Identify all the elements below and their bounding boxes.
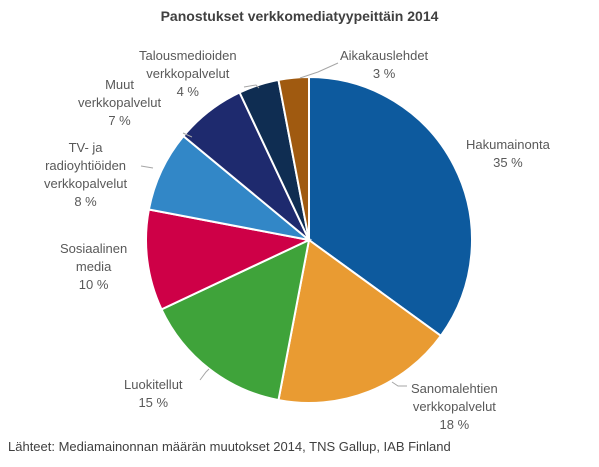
slice-label-hakumainonta: Hakumainonta 35 % bbox=[466, 136, 550, 172]
slice-label-line: Luokitellut bbox=[124, 377, 183, 392]
leader-line-3 bbox=[182, 132, 193, 138]
slice-value-label: 15 % bbox=[138, 395, 169, 410]
slice-label-line: Muut bbox=[105, 77, 134, 92]
pie-slice-7 bbox=[277, 75, 310, 241]
slice-value-label: 3 % bbox=[372, 66, 396, 81]
slice-label-line: radioyhtiöiden bbox=[45, 158, 127, 173]
leader-line-1 bbox=[391, 381, 407, 387]
slice-label-line: verkkopalvelut bbox=[146, 66, 230, 81]
slice-label-talousmedioiden: Talousmedioiden verkkopalvelut 4 % bbox=[139, 47, 237, 101]
slice-label-muut: Muut verkkopalvelut 7 % bbox=[78, 76, 161, 130]
slice-value-label: 4 % bbox=[176, 84, 199, 99]
pie-slice-1 bbox=[277, 238, 443, 404]
slice-label-line: Talousmedioiden bbox=[139, 48, 237, 63]
leader-line-2 bbox=[140, 165, 154, 169]
slice-value-label: 7 % bbox=[108, 113, 131, 128]
slice-value-label: 8 % bbox=[74, 194, 97, 209]
slice-label-tv-radio: TV- ja radioyhtiöiden verkkopalvelut 8 % bbox=[44, 139, 127, 211]
slice-value-label: 10 % bbox=[78, 277, 109, 292]
slice-label-line: TV- ja bbox=[68, 140, 103, 155]
slice-label-line: verkkopalvelut bbox=[78, 95, 162, 110]
slice-value-label: 35 % bbox=[493, 155, 523, 170]
slice-label-line: verkkopalvelut bbox=[412, 399, 496, 414]
leader-line-0 bbox=[199, 368, 210, 381]
slice-label-sanomalehtien: Sanomalehtien verkkopalvelut 18 % bbox=[411, 380, 498, 434]
pie-slice-0 bbox=[308, 75, 473, 338]
slice-label-line: Aikakauslehdet bbox=[340, 48, 429, 63]
leader-line-4 bbox=[243, 84, 260, 89]
slice-label-line: Sosiaalinen bbox=[60, 241, 128, 256]
source-note: Lähteet: Mediamainonnan määrän muutokset… bbox=[8, 439, 451, 454]
slice-label-line: media bbox=[75, 259, 112, 274]
slice-label-luokitellut: Luokitellut 15 % bbox=[124, 376, 183, 412]
slice-label-aikakauslehdet: Aikakauslehdet 3 % bbox=[340, 47, 428, 83]
slice-label-line: Hakumainonta bbox=[466, 137, 550, 152]
leader-line-5 bbox=[299, 62, 339, 79]
slice-label-line: verkkopalvelut bbox=[44, 176, 128, 191]
chart-title: Panostukset verkkomediatyypeittäin 2014 bbox=[160, 8, 439, 24]
slice-label-line: Sanomalehtien bbox=[411, 381, 498, 396]
pie-slice-3 bbox=[145, 208, 313, 311]
pie-slice-2 bbox=[160, 238, 311, 402]
slice-label-sosiaalinen-media: Sosiaalinen media 10 % bbox=[60, 240, 127, 294]
slice-value-label: 18 % bbox=[439, 417, 470, 432]
